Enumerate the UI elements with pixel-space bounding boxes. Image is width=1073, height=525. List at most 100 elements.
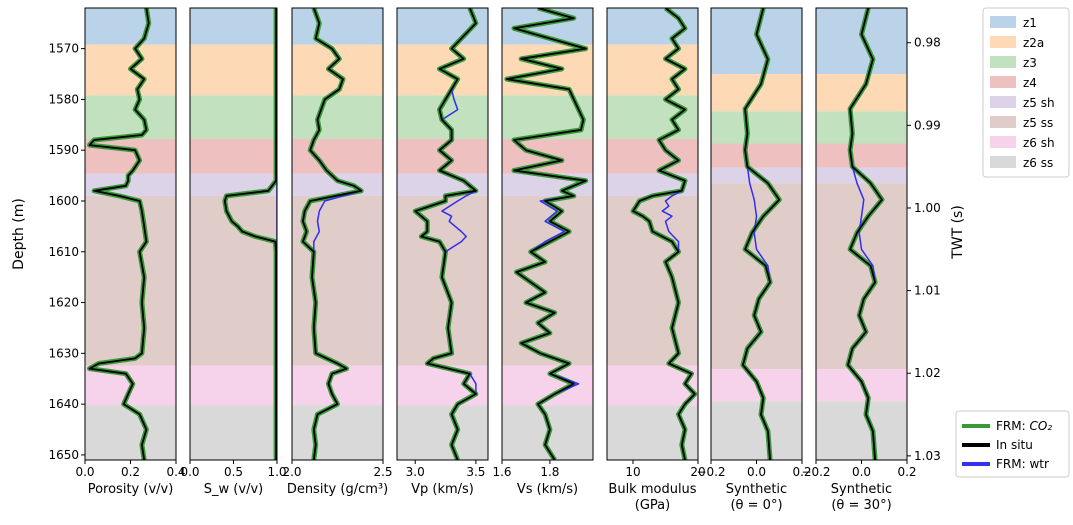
x-axis-label-line2: (GPa) <box>635 498 670 513</box>
zone-legend-swatch <box>990 76 1016 88</box>
x-axis-label: Density (g/cm³) <box>287 482 388 497</box>
x-axis-label: Vp (km/s) <box>411 482 474 497</box>
zone-band-z2a <box>190 44 277 96</box>
depth-tick-label: 1630 <box>48 346 79 360</box>
zone-band-z3 <box>711 111 802 144</box>
in-situ-curve <box>223 8 277 460</box>
panel-curves <box>504 8 589 460</box>
in-situ-curve <box>505 8 587 460</box>
x-tick-label: −0.2 <box>696 465 725 479</box>
zone-band-z3 <box>85 95 176 140</box>
zone-legend-label: z1 <box>1023 16 1037 30</box>
zone-band-z6-ss <box>397 405 488 460</box>
line-legend-label: FRM: CO₂ <box>996 419 1052 433</box>
x-axis-label-line2: (θ = 30°) <box>831 498 891 513</box>
line-legend-label-sub: CO₂ <box>1029 419 1052 433</box>
panel-frame <box>501 7 594 461</box>
zone-band-z1 <box>292 8 383 45</box>
in-situ-curve <box>88 8 150 460</box>
zone-band-z6-ss <box>816 401 907 460</box>
twt-tick-label: 1.00 <box>914 201 941 215</box>
x-tick-label: 0.0 <box>747 465 766 479</box>
twt-tick-label: 1.03 <box>914 449 941 463</box>
zone-band-z6-ss <box>190 405 277 460</box>
x-axis-label: Bulk modulus <box>608 482 696 497</box>
zone-band-z3 <box>292 95 383 140</box>
twt-tick-label: 1.01 <box>914 284 941 298</box>
zone-legend-label: z6 ss <box>1023 156 1053 170</box>
zone-band-z1 <box>190 8 277 45</box>
zone-band-z4 <box>190 139 277 174</box>
twt-tick-label: 0.98 <box>914 36 941 50</box>
in-situ-curve <box>414 8 477 460</box>
panel-5: 1.6 1.8 Vs (km/s) <box>492 7 594 497</box>
x-tick-label: 1.0 <box>267 465 286 479</box>
zone-legend: z1 z2a z3 z4 z5 sh z5 ss z6 sh z6 ss <box>982 7 1070 178</box>
depth-tick-label: 1640 <box>48 397 79 411</box>
x-tick-label: 3.0 <box>406 465 425 479</box>
panel-4: 3.0 3.5 Vp (km/s) <box>396 7 489 497</box>
twt-tick-label: 1.02 <box>914 366 941 380</box>
twt-tick-label: 0.99 <box>914 118 941 132</box>
zone-legend-swatch <box>990 156 1016 168</box>
panel-frame <box>396 7 489 461</box>
zone-band-z6-ss <box>292 405 383 460</box>
x-tick-label: 2.0 <box>282 465 301 479</box>
panel-frame <box>291 7 384 461</box>
zone-band-z4 <box>292 139 383 174</box>
panel-8: −0.2 0.0 0.2 Synthetic(θ = 30°) <box>801 7 917 513</box>
x-axis-label-line2: (θ = 0°) <box>730 498 782 513</box>
panel-curves <box>630 8 698 460</box>
in-situ-curve <box>742 8 781 460</box>
x-tick-label: 0.0 <box>180 465 199 479</box>
x-tick-label: 1.8 <box>540 465 559 479</box>
zone-band-z5-sh <box>292 173 383 196</box>
depth-tick-label: 1650 <box>48 448 79 462</box>
x-axis-label: Porosity (v/v) <box>88 482 174 497</box>
zone-band-z4 <box>607 139 698 174</box>
panel-curves <box>412 8 479 460</box>
twt-axis-label: TWT (s) <box>950 205 966 260</box>
depth-tick-label: 1590 <box>48 143 79 157</box>
zone-band-z3 <box>816 111 907 144</box>
zone-band-z3 <box>607 95 698 140</box>
panel-1: 0.0 0.2 0.4 Porosity (v/v) <box>75 7 186 497</box>
zone-band-z6-ss <box>85 405 176 460</box>
x-tick-label: 3.5 <box>466 465 485 479</box>
x-tick-label: 20 <box>690 465 705 479</box>
in-situ-curve <box>632 8 696 460</box>
zone-legend-swatch <box>990 36 1016 48</box>
x-tick-label: 0.5 <box>224 465 243 479</box>
zone-band-z3 <box>190 95 277 140</box>
depth-tick-label: 1600 <box>48 194 79 208</box>
x-axis-label: Synthetic <box>726 482 787 497</box>
line-legend-label: FRM: wtr <box>996 457 1049 471</box>
x-tick-label: 0.2 <box>792 465 811 479</box>
depth-tick-label: 1620 <box>48 296 79 310</box>
panel-6: 10 20 Bulk modulus(GPa) <box>606 7 706 513</box>
in-situ-curve <box>847 8 883 460</box>
x-tick-label: 0.0 <box>75 465 94 479</box>
zone-legend-label: z5 ss <box>1023 116 1053 130</box>
zone-band-z6-sh <box>190 365 277 406</box>
depth-tick-label: 1570 <box>48 42 79 56</box>
x-axis-label: S_w (v/v) <box>204 482 263 497</box>
x-tick-label: 1.6 <box>492 465 511 479</box>
zone-legend-label: z2a <box>1023 36 1044 50</box>
depth-tick-label: 1580 <box>48 92 79 106</box>
panel-curves <box>300 8 364 460</box>
zone-band-z5-ss <box>607 195 698 366</box>
depth-tick-label: 1610 <box>48 245 79 259</box>
zone-band-z1 <box>816 8 907 75</box>
panel-curves <box>222 8 277 460</box>
zone-band-z5-ss <box>292 195 383 366</box>
x-axis-label: Synthetic <box>831 482 892 497</box>
zone-legend-swatch <box>990 56 1016 68</box>
panel-frame <box>606 7 699 461</box>
zone-legend-swatch <box>990 16 1016 28</box>
zone-band-z6-ss <box>711 401 802 460</box>
zone-band-z5-ss <box>502 195 593 366</box>
x-tick-label: 10 <box>625 465 640 479</box>
x-tick-label: 0.2 <box>897 465 916 479</box>
